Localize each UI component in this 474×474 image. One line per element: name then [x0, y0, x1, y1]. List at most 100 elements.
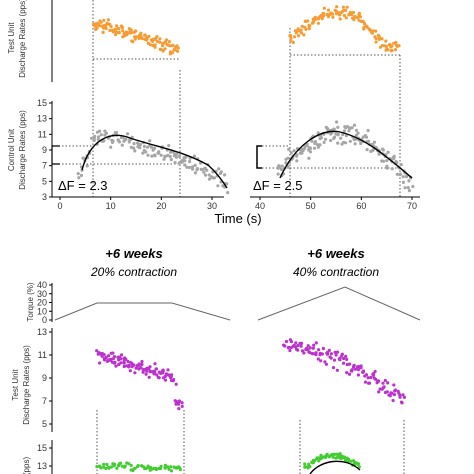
control-unit-point — [364, 135, 369, 139]
control-unit-point — [407, 179, 411, 183]
control-unit-point — [132, 142, 136, 146]
test-unit-point — [355, 15, 359, 20]
control-unit-point — [93, 134, 97, 138]
control-unit-point — [202, 170, 206, 174]
control-unit-point — [312, 146, 317, 150]
top-control-y-tick-label: 13 — [37, 114, 47, 124]
control-unit-point — [310, 139, 314, 143]
test-unit-point — [108, 22, 112, 27]
control-unit-point — [303, 465, 307, 469]
test-unit-point — [357, 11, 362, 15]
test-unit-point — [307, 27, 311, 31]
control-unit-point — [85, 164, 89, 168]
test-unit-point — [366, 376, 370, 380]
control-unit-point — [407, 189, 411, 193]
test-unit-point — [356, 373, 360, 377]
test-unit-point — [155, 373, 159, 377]
control-unit-point — [359, 141, 363, 146]
top-test-ylabel-line2: Discharge Rates (pps) — [18, 0, 27, 78]
control-unit-point — [390, 167, 394, 171]
test-unit-point — [141, 370, 145, 374]
control-unit-point — [401, 180, 405, 184]
test-unit-point — [297, 34, 301, 38]
test-unit-point — [381, 381, 385, 385]
control-unit-point — [105, 462, 109, 467]
test-unit-point — [108, 28, 112, 33]
control-unit-point — [287, 147, 291, 151]
test-unit-point — [385, 390, 389, 394]
test-unit-point — [131, 40, 135, 44]
test-unit-point — [99, 20, 103, 24]
test-unit-point — [97, 24, 101, 28]
control-unit-point — [96, 137, 100, 141]
torque-trace-40 — [257, 286, 421, 321]
control-unit-point — [411, 184, 415, 189]
control-unit-point — [185, 165, 189, 169]
control-unit-point — [307, 156, 311, 160]
top-test-ylabel-line1: Test Unit — [7, 22, 16, 54]
control-unit-point — [372, 140, 376, 144]
test-unit-point — [291, 40, 295, 45]
scatter-top-left-control — [76, 129, 230, 195]
test-unit-point — [295, 30, 299, 34]
test-unit-point — [352, 364, 356, 368]
test-unit-point — [129, 31, 133, 35]
control-unit-point — [332, 135, 337, 139]
control-unit-point — [144, 150, 148, 154]
bottom-test-y-tick-label: 5 — [42, 419, 47, 429]
test-unit-point — [324, 362, 328, 366]
control-unit-point — [335, 120, 339, 124]
test-unit-point — [123, 357, 127, 361]
test-unit-point — [137, 36, 141, 41]
control-unit-point — [142, 144, 146, 148]
control-unit-point — [163, 463, 167, 467]
control-unit-point — [347, 129, 351, 133]
control-unit-point — [395, 161, 399, 165]
test-unit-point — [326, 8, 331, 12]
test-unit-point — [180, 401, 184, 405]
test-unit-point — [370, 31, 374, 35]
bottom-right-heading: +6 weeks — [307, 246, 364, 261]
control-unit-point — [385, 159, 389, 163]
control-unit-point — [159, 153, 163, 157]
top-xaxis-label: Time (s) — [214, 211, 261, 226]
control-unit-point — [167, 144, 171, 148]
test-unit-point — [314, 353, 318, 357]
test-unit-point — [377, 379, 381, 383]
control-unit-point — [115, 466, 119, 470]
test-unit-point — [307, 24, 311, 28]
test-unit-point — [125, 31, 129, 35]
control-unit-point — [191, 165, 195, 169]
control-unit-point — [308, 150, 313, 154]
test-unit-point — [373, 369, 377, 374]
test-unit-point — [286, 346, 290, 350]
test-unit-point — [119, 357, 123, 361]
bottom-test-y-tick-label: 11 — [38, 350, 47, 360]
test-unit-point — [107, 354, 111, 358]
control-unit-point — [203, 173, 208, 177]
top-left-x-tick-label: 0 — [57, 201, 62, 211]
control-unit-point — [347, 459, 351, 463]
test-unit-point — [165, 38, 169, 42]
test-unit-point — [313, 18, 317, 22]
bottom-left-subheading: 20% contraction — [90, 265, 177, 279]
control-unit-point — [342, 129, 346, 133]
control-unit-point — [404, 175, 409, 179]
test-unit-point — [133, 371, 137, 375]
control-unit-point — [149, 466, 153, 470]
control-unit-point — [166, 153, 170, 157]
test-unit-point — [351, 10, 355, 15]
test-unit-point — [382, 385, 386, 389]
control-unit-point — [195, 167, 199, 171]
control-unit-point — [138, 142, 142, 147]
test-unit-point — [168, 44, 172, 48]
top-left-x-tick-label: 30 — [207, 201, 217, 211]
control-unit-point — [353, 142, 357, 146]
control-unit-point — [125, 132, 130, 136]
control-unit-point — [153, 146, 157, 150]
test-unit-point — [303, 19, 307, 23]
test-unit-point — [380, 44, 384, 48]
test-unit-point — [369, 375, 373, 380]
test-unit-point — [300, 24, 304, 28]
control-unit-point — [325, 452, 329, 456]
